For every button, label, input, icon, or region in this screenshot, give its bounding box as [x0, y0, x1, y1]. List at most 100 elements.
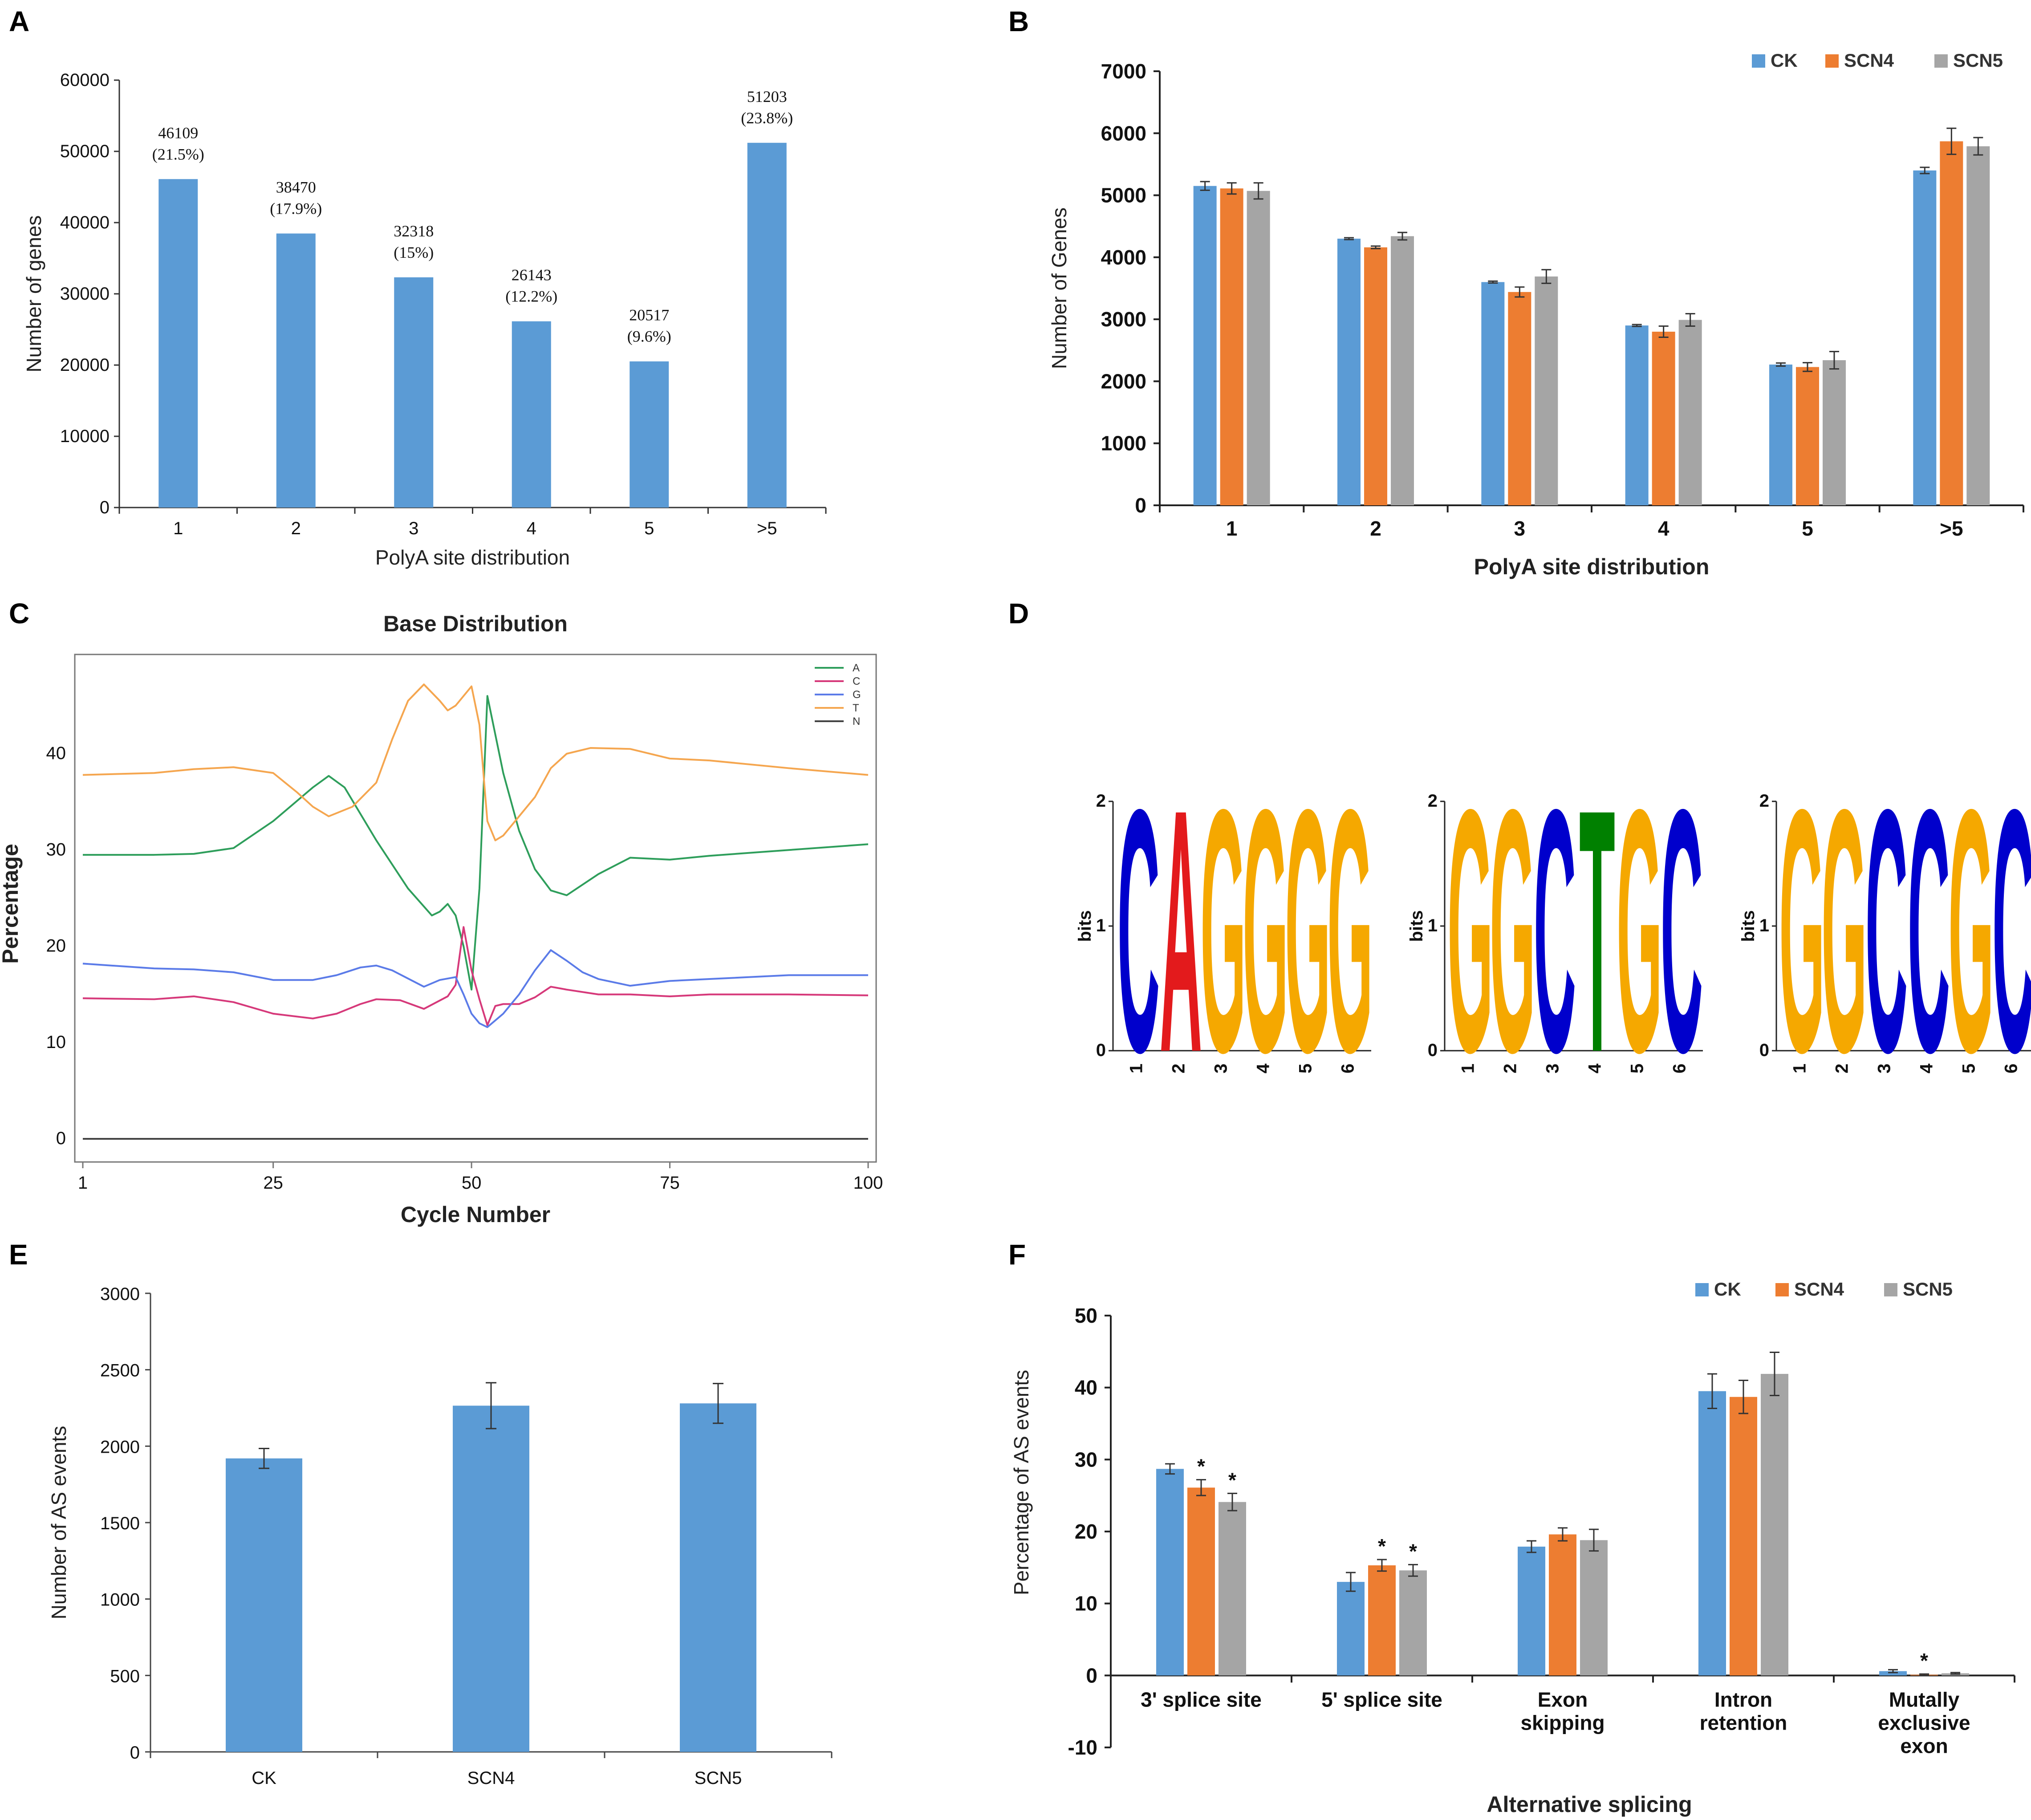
bar	[158, 179, 198, 508]
legend-label: SCN4	[1844, 50, 1894, 71]
y-tick-label: 2	[1428, 791, 1438, 811]
x-tick-label: 5	[1296, 1064, 1316, 1073]
y-axis-title: Number of AS events	[47, 1426, 70, 1620]
y-tick-label: 20	[1075, 1520, 1097, 1543]
bar	[1940, 141, 1963, 506]
x-tick-label: 25	[263, 1173, 283, 1193]
y-tick-label: 30000	[60, 284, 110, 304]
x-tick-label: skipping	[1520, 1711, 1604, 1734]
data-label-percent: (23.8%)	[741, 109, 793, 127]
y-tick-label: 7000	[1101, 60, 1146, 83]
legend-swatch	[1775, 1283, 1789, 1296]
bar	[1481, 282, 1505, 505]
bar	[1193, 186, 1217, 505]
y-tick-label: 1000	[100, 1590, 140, 1610]
x-tick-label: 50	[462, 1173, 482, 1193]
legend-label: G	[853, 689, 861, 701]
bar	[1337, 1582, 1365, 1676]
y-tick-label: 10000	[60, 427, 110, 446]
data-label-value: 20517	[629, 306, 669, 324]
y-tick-label: 40	[46, 743, 66, 763]
plot-frame	[74, 654, 877, 1163]
x-tick-label: 5	[644, 519, 654, 538]
x-tick-label: 2	[1169, 1064, 1189, 1073]
y-tick-label: 0	[1096, 1040, 1106, 1060]
y-tick-label: 2	[1096, 791, 1106, 811]
legend-label: T	[853, 702, 859, 714]
x-tick-label: 3	[1514, 517, 1526, 540]
x-tick-label: 3	[1211, 1064, 1231, 1073]
x-tick-label: exon	[1900, 1734, 1948, 1757]
x-tick-label: SCN5	[695, 1768, 742, 1788]
y-tick-label: 3000	[1101, 308, 1146, 331]
y-tick-label: 0	[1086, 1664, 1097, 1687]
chart-f: -10 0 10 20 30 40 50 * * 3' splice site * * 5' splic…	[1010, 1279, 2015, 1817]
y-axis-title: Percentage of AS events	[1010, 1370, 1033, 1595]
logo-letter-g: G	[1821, 738, 1867, 1125]
panel-letter-c: C	[9, 597, 29, 630]
legend-swatch	[1695, 1283, 1709, 1296]
series-line-c	[82, 926, 869, 1026]
bar	[1796, 367, 1819, 505]
y-tick-label: 0	[56, 1129, 66, 1148]
bar	[1879, 1671, 1907, 1676]
x-tick-label: 1	[78, 1173, 88, 1193]
x-tick-label: >5	[757, 519, 777, 538]
x-tick-label: Exon	[1538, 1688, 1588, 1711]
x-tick-label: 4	[1254, 1063, 1273, 1073]
legend-label: SCN4	[1794, 1279, 1844, 1300]
y-tick-label: 5000	[1101, 184, 1146, 207]
x-tick-label: SCN4	[467, 1768, 515, 1788]
y-tick-label: 60000	[60, 70, 110, 90]
x-tick-label: 1	[1226, 517, 1238, 540]
bar	[747, 142, 787, 508]
logo-letter-c: C	[1865, 738, 1908, 1125]
x-tick-label: 5	[1802, 517, 1813, 540]
series-line-g	[82, 949, 868, 1028]
x-tick-label: 3' splice site	[1141, 1688, 1262, 1711]
legend-label: SCN5	[1903, 1279, 1953, 1300]
bar	[1364, 247, 1387, 505]
significance-star: *	[1920, 1649, 1928, 1672]
x-tick-label: 6	[1670, 1064, 1690, 1073]
x-tick-label: 2	[1832, 1064, 1852, 1073]
bar	[1219, 1502, 1246, 1676]
x-tick-label: 1	[1127, 1064, 1146, 1073]
x-tick-label: 6	[2002, 1064, 2021, 1073]
data-label-value: 32318	[394, 222, 434, 240]
x-tick-label: 6	[1338, 1064, 1358, 1073]
y-tick-label: 1	[1428, 916, 1438, 935]
bar	[1761, 1373, 1788, 1676]
logo-letter-g: G	[1243, 738, 1288, 1125]
logo-letter-g: G	[1447, 738, 1493, 1125]
logo-letter-g: G	[1490, 738, 1535, 1125]
y-tick-label: 1	[1096, 916, 1106, 935]
x-tick-label: retention	[1700, 1711, 1787, 1734]
bar	[630, 361, 669, 508]
significance-star: *	[1228, 1468, 1236, 1491]
y-tick-label: -10	[1068, 1736, 1097, 1759]
x-tick-label: Mutally	[1889, 1688, 1960, 1711]
x-tick-label: Intron	[1714, 1688, 1772, 1711]
y-tick-label: 0	[1759, 1040, 1769, 1060]
logo-letter-c: C	[1992, 738, 2031, 1125]
x-tick-label: 2	[291, 519, 301, 538]
x-tick-label: exclusive	[1878, 1711, 1970, 1734]
x-tick-label: 3	[1543, 1064, 1563, 1073]
y-axis-title: bits	[1075, 910, 1095, 942]
data-label-value: 26143	[512, 266, 552, 284]
bar	[512, 321, 551, 508]
x-tick-label: >5	[1940, 517, 1963, 540]
logo-letter-c: C	[1908, 738, 1950, 1125]
bar	[1913, 170, 1937, 505]
x-tick-label: 75	[660, 1173, 680, 1193]
y-axis-title: Percentage	[0, 844, 23, 964]
x-tick-label: 100	[853, 1173, 883, 1193]
legend-label: SCN5	[1953, 50, 2003, 71]
logo-letter-g: G	[1948, 738, 1994, 1125]
chart-title: Base Distribution	[383, 611, 568, 636]
x-tick-label: 4	[1658, 517, 1669, 540]
y-tick-label: 10	[1075, 1592, 1097, 1615]
